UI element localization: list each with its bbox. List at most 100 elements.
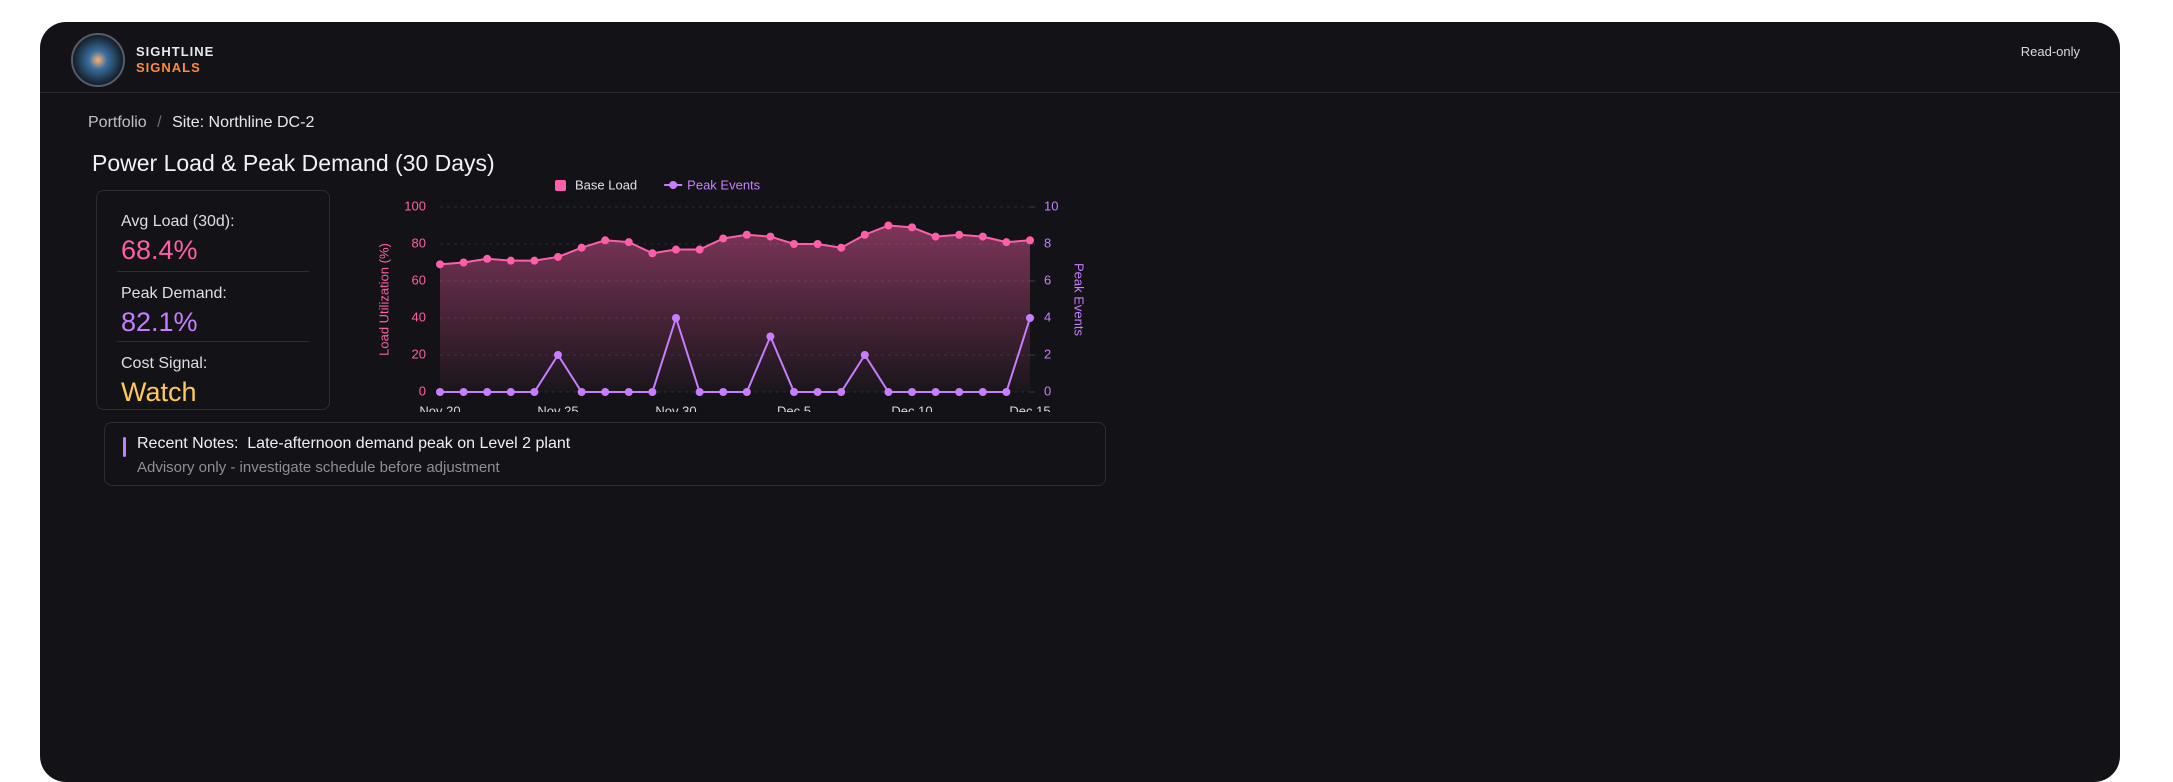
data-point [908,388,916,396]
data-point [931,232,940,241]
y-tick-label: 80 [412,235,426,250]
x-tick-label: Nov 25 [537,403,578,412]
notes-text: Late-afternoon demand peak on Level 2 pl… [247,435,571,452]
breadcrumb: Portfolio / Site: Northline DC-2 [88,114,320,132]
breadcrumb-item: Site: Northline DC-2 [172,114,315,131]
kpi: Peak Demand: 82.1% [121,285,227,338]
data-point [884,388,893,396]
data-point [601,236,610,245]
data-point [624,238,633,247]
kpi-value: 68.4% [121,235,198,265]
data-point [742,388,751,396]
data-point [436,260,444,269]
data-point [719,234,728,243]
data-point [978,388,987,396]
chart-title: Power Load & Peak Demand (30 Days) [92,150,495,176]
y2-axis-title: Peak Events [1072,263,1087,336]
data-point [530,256,539,265]
kpi-value: 82.1% [121,307,198,337]
dashboard-panel: SIGHTLINE SIGNALS Read-only Portfolio / … [40,22,2120,782]
data-point [790,240,798,248]
data-point [506,256,515,265]
data-point [483,388,492,396]
top-bar: SIGHTLINE SIGNALS Read-only [40,22,2120,93]
kpi: Avg Load (30d): 68.4% [121,213,235,266]
y-axis-title: Load Utilization (%) [376,243,391,356]
data-point [459,258,468,267]
data-point [931,388,940,396]
y-tick-label: 100 [404,198,426,213]
kpi-label: Cost Signal: [121,355,208,372]
data-point [719,388,728,396]
data-point [601,388,610,396]
data-point [459,388,468,396]
data-point [695,245,704,254]
data-point [837,388,846,396]
breadcrumb-item[interactable]: Portfolio [88,114,147,131]
y2-tick-label: 6 [1044,272,1051,287]
chart: 0 20 40 60 80 100 0 2 4 6 8 10 Nov 20 Nov 25 Nov 30 Dec… [376,177,1087,412]
area [440,225,1030,392]
breadcrumb-separator: / [157,114,162,131]
legend-item: Peak Events [664,177,761,192]
data-point [1002,238,1011,247]
data-point [860,230,869,239]
data-point [648,249,657,258]
kpi-value: Watch [121,377,197,407]
page: SIGHTLINE SIGNALS Read-only Portfolio / … [40,22,2120,782]
kpi-label: Avg Load (30d): [121,213,235,230]
data-point [554,252,562,261]
data-point [955,230,964,239]
data-point [837,243,846,252]
brand-bottom: SIGNALS [136,60,201,75]
x-tick-label: Nov 20 [419,403,460,412]
data-point [978,232,987,241]
data-point [672,314,680,322]
data-point [695,388,704,396]
notes-line: Recent Notes: Late-afternoon demand peak… [137,435,570,453]
kpi-card: Avg Load (30d): 68.4% Peak Demand: 82.1%… [96,190,330,410]
legend-swatch [555,180,566,191]
data-point [577,388,586,396]
y2-tick-label: 0 [1044,383,1051,398]
data-point [766,332,775,341]
data-point [742,230,751,239]
x-tick-label: Nov 30 [655,403,696,412]
y2-tick-label: 2 [1044,346,1051,361]
y-tick-label: 40 [412,309,426,324]
y2-tick-label: 4 [1044,309,1051,324]
legend-label: Base Load [575,177,637,192]
kpi-label: Peak Demand: [121,285,227,302]
x-tick-label: Dec 15 [1009,403,1050,412]
data-point [554,351,562,359]
data-point [1002,388,1011,396]
legend-item: Base Load [555,177,637,192]
data-point [530,388,539,396]
data-point [790,388,798,396]
y2-tick-label: 8 [1044,235,1051,250]
x-tick-label: Dec 10 [891,403,932,412]
y-tick-label: 60 [412,272,426,287]
data-point [860,351,869,359]
legend-swatch [669,181,678,189]
data-point [813,240,822,248]
logo [71,33,125,87]
brand-top: SIGHTLINE [136,44,215,59]
read-only-badge: Read-only [2020,44,2080,59]
data-point [1026,236,1034,245]
data-point [648,388,657,396]
data-point [884,221,893,230]
y-tick-label: 0 [419,383,426,398]
data-point [766,232,775,241]
y2-tick-label: 10 [1044,198,1058,213]
data-point [672,245,680,254]
data-point [624,388,633,396]
y-tick-label: 20 [412,346,426,361]
data-point [506,388,515,396]
notes-card: Recent Notes: Late-afternoon demand peak… [104,422,1106,486]
notes-subtext: Advisory only - investigate schedule bef… [137,459,500,476]
data-point [577,243,586,252]
notes-label: Recent Notes: [137,435,239,452]
data-point [955,388,964,396]
data-point [436,388,444,396]
